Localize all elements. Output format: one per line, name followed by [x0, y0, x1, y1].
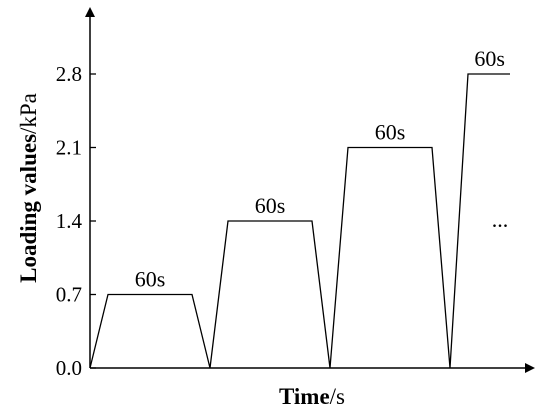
y-tick-label: 2.8 [56, 62, 82, 86]
hold-time-label: 60s [474, 46, 505, 71]
y-tick-label: 0.0 [56, 356, 82, 380]
x-axis-title: Time/s [279, 384, 345, 409]
y-axis-tick-labels: 0.0 0.7 1.4 2.1 2.8 [56, 62, 83, 380]
y-tick-label: 1.4 [56, 209, 83, 233]
y-axis-title: Loading values/kPa [16, 93, 41, 283]
y-axis-title-main: Loading values [16, 134, 41, 283]
x-axis-title-unit: /s [330, 384, 345, 409]
y-axis-title-unit: /kPa [16, 93, 41, 134]
y-axis-ticks [90, 73, 96, 369]
hold-time-label: 60s [375, 120, 406, 145]
hold-time-label: 60s [135, 267, 166, 292]
y-tick-label: 2.1 [56, 136, 82, 160]
y-tick-label: 0.7 [56, 283, 82, 307]
x-axis-title-main: Time [279, 384, 330, 409]
loading-series-line [89, 73, 510, 369]
continuation-ellipsis: ... [492, 207, 509, 232]
hold-time-label: 60s [255, 193, 286, 218]
hold-time-annotations: 60s 60s 60s 60s [135, 46, 505, 292]
